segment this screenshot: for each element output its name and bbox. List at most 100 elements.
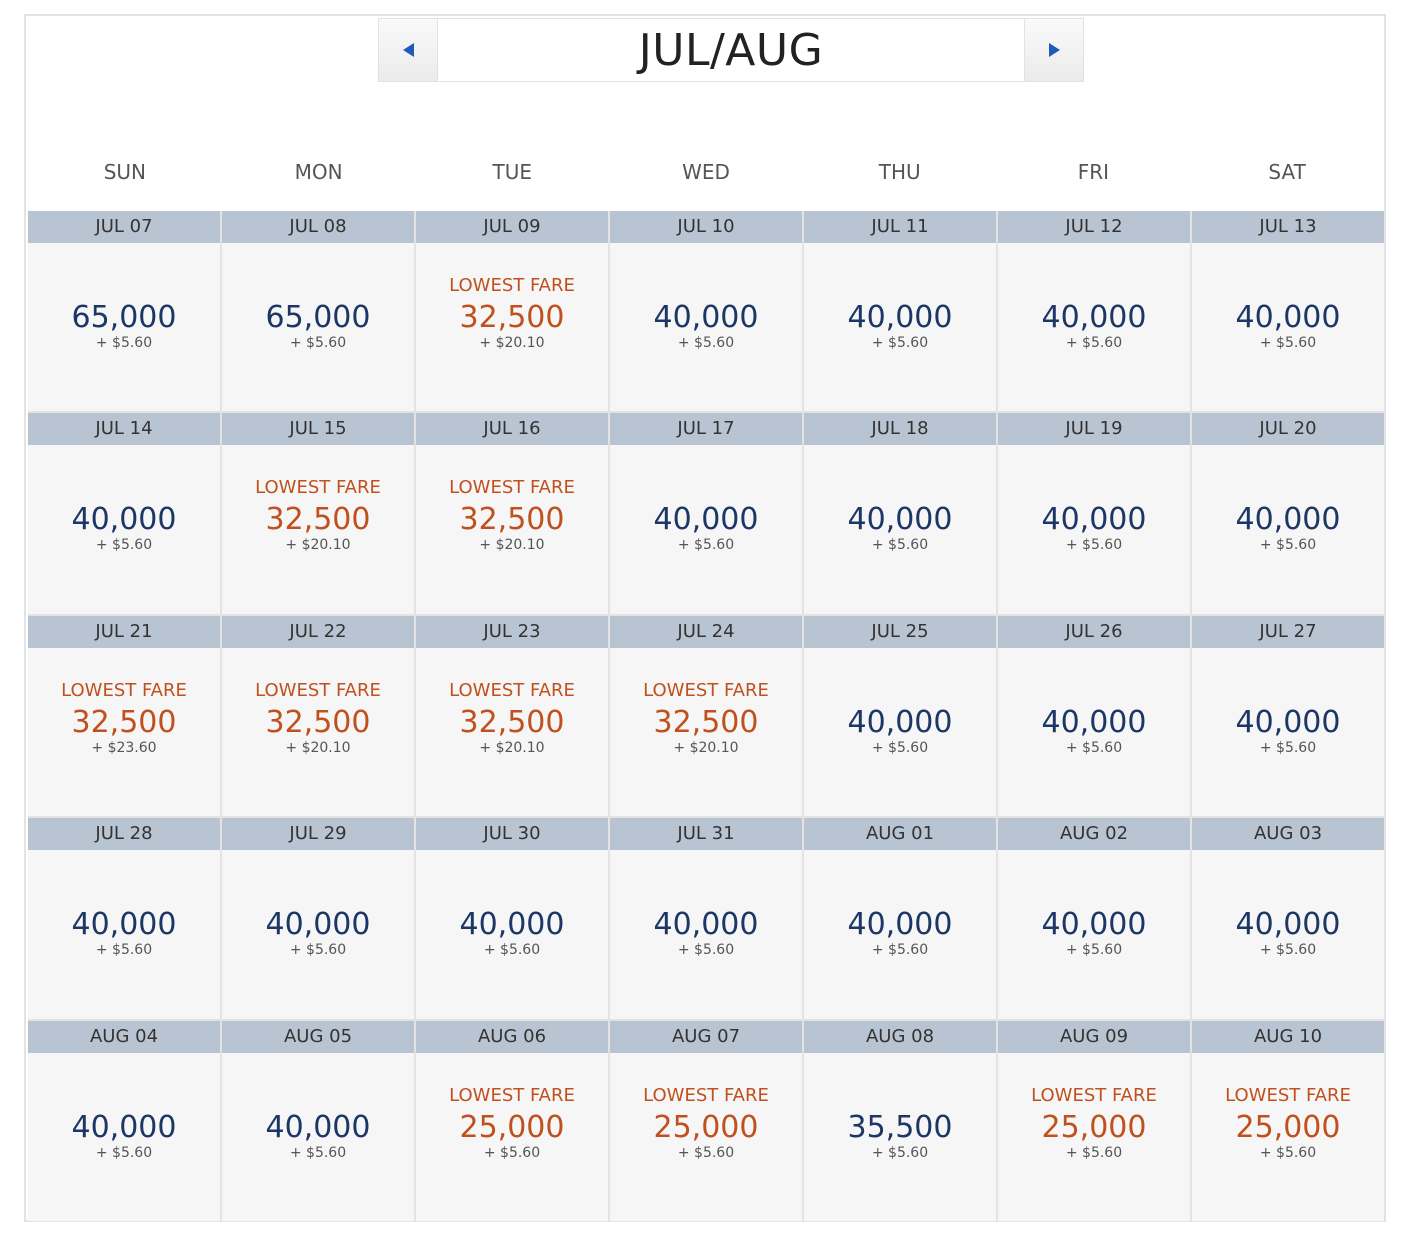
weekday-header: SUN MON TUE WED THU FRI SAT: [28, 156, 1384, 188]
fare-miles: 40,000: [1235, 704, 1341, 740]
day-fare: 65,000 + $5.60: [222, 243, 414, 411]
fare-miles: 25,000: [1041, 1109, 1147, 1145]
day-date: JUL 07: [28, 211, 220, 243]
fare-fee: + $5.60: [95, 537, 153, 554]
day-fare: 40,000 + $5.60: [804, 243, 996, 411]
day-cell[interactable]: AUG 04 40,000 + $5.60: [28, 1020, 220, 1221]
day-date: JUL 12: [998, 211, 1190, 243]
next-month-button[interactable]: [1024, 19, 1083, 81]
day-cell[interactable]: JUL 29 40,000 + $5.60: [222, 818, 414, 1019]
calendar-grid: JUL 07 65,000 + $5.60 JUL 08 65,000 + $5.60 JU…: [28, 211, 1384, 1221]
month-navigator: JUL/AUG: [378, 18, 1084, 82]
day-fare: 40,000 + $5.60: [998, 850, 1190, 1018]
day-fare: 40,000 + $5.60: [416, 850, 608, 1018]
fare-miles: 32,500: [71, 704, 177, 740]
day-cell[interactable]: JUL 07 65,000 + $5.60: [28, 211, 220, 412]
fare-calendar: JUL/AUG SUN MON TUE WED THU FRI SAT JUL …: [24, 14, 1386, 1222]
day-cell[interactable]: JUL 14 40,000 + $5.60: [28, 413, 220, 614]
fare-miles: 40,000: [1235, 907, 1341, 943]
day-cell[interactable]: JUL 27 40,000 + $5.60: [1192, 615, 1384, 817]
fare-fee: + $5.60: [1065, 1144, 1123, 1161]
day-fare: 40,000 + $5.60: [998, 445, 1190, 613]
day-date: JUL 11: [804, 211, 996, 243]
fare-fee: + $5.60: [1065, 739, 1123, 756]
day-fare: LOWEST FARE 32,500 + $20.10: [222, 648, 414, 816]
day-cell[interactable]: AUG 02 40,000 + $5.60: [998, 818, 1190, 1019]
day-cell[interactable]: JUL 22 LOWEST FARE 32,500 + $20.10: [222, 615, 414, 817]
day-cell[interactable]: JUL 24 LOWEST FARE 32,500 + $20.10: [610, 615, 802, 817]
day-cell[interactable]: JUL 30 40,000 + $5.60: [416, 818, 608, 1019]
fare-fee: + $5.60: [289, 1144, 347, 1161]
day-date: JUL 20: [1192, 413, 1384, 446]
weekday-sat: SAT: [1268, 160, 1306, 184]
fare-fee: + $5.60: [1065, 537, 1123, 554]
day-cell[interactable]: AUG 01 40,000 + $5.60: [804, 818, 996, 1019]
fare-fee: + $5.60: [871, 942, 929, 959]
fare-fee: + $5.60: [871, 1144, 929, 1161]
day-cell[interactable]: AUG 07 LOWEST FARE 25,000 + $5.60: [610, 1020, 802, 1221]
day-cell[interactable]: JUL 16 LOWEST FARE 32,500 + $20.10: [416, 413, 608, 614]
lowest-fare-badge: LOWEST FARE: [643, 679, 769, 701]
day-fare: LOWEST FARE 32,500 + $20.10: [416, 648, 608, 816]
day-date: AUG 09: [998, 1020, 1190, 1053]
fare-miles: 40,000: [71, 502, 177, 538]
fare-fee: + $5.60: [1259, 942, 1317, 959]
day-cell[interactable]: JUL 08 65,000 + $5.60: [222, 211, 414, 412]
day-cell[interactable]: JUL 25 40,000 + $5.60: [804, 615, 996, 817]
fare-fee: + $5.60: [1259, 1144, 1317, 1161]
day-cell[interactable]: JUL 28 40,000 + $5.60: [28, 818, 220, 1019]
day-cell[interactable]: JUL 26 40,000 + $5.60: [998, 615, 1190, 817]
fare-miles: 40,000: [265, 1109, 371, 1145]
day-cell[interactable]: AUG 06 LOWEST FARE 25,000 + $5.60: [416, 1020, 608, 1221]
day-cell[interactable]: JUL 09 LOWEST FARE 32,500 + $20.10: [416, 211, 608, 412]
day-cell[interactable]: JUL 31 40,000 + $5.60: [610, 818, 802, 1019]
day-cell[interactable]: JUL 13 40,000 + $5.60: [1192, 211, 1384, 412]
fare-fee: + $5.60: [95, 1144, 153, 1161]
day-cell[interactable]: JUL 20 40,000 + $5.60: [1192, 413, 1384, 614]
day-cell[interactable]: AUG 08 35,500 + $5.60: [804, 1020, 996, 1221]
day-fare: 40,000 + $5.60: [28, 850, 220, 1018]
previous-month-button[interactable]: [379, 19, 438, 81]
fare-miles: 40,000: [653, 300, 759, 335]
fare-miles: 40,000: [847, 502, 953, 538]
fare-miles: 40,000: [653, 502, 759, 538]
day-cell[interactable]: AUG 03 40,000 + $5.60: [1192, 818, 1384, 1019]
fare-fee: + $5.60: [1259, 335, 1317, 351]
fare-fee: + $5.60: [871, 739, 929, 756]
day-date: AUG 08: [804, 1020, 996, 1053]
weekday-wed: WED: [682, 160, 730, 184]
day-fare: 40,000 + $5.60: [1192, 445, 1384, 613]
day-cell[interactable]: JUL 15 LOWEST FARE 32,500 + $20.10: [222, 413, 414, 614]
day-cell[interactable]: AUG 05 40,000 + $5.60: [222, 1020, 414, 1221]
day-cell[interactable]: AUG 10 LOWEST FARE 25,000 + $5.60: [1192, 1020, 1384, 1221]
fare-miles: 40,000: [1041, 502, 1147, 538]
day-cell[interactable]: JUL 17 40,000 + $5.60: [610, 413, 802, 614]
day-cell[interactable]: JUL 11 40,000 + $5.60: [804, 211, 996, 412]
fare-miles: 40,000: [847, 300, 953, 335]
fare-miles: 65,000: [265, 300, 371, 335]
day-date: AUG 10: [1192, 1020, 1384, 1053]
day-date: JUL 09: [416, 211, 608, 243]
day-date: JUL 21: [28, 615, 220, 648]
lowest-fare-badge: LOWEST FARE: [643, 1084, 769, 1106]
day-cell[interactable]: JUL 23 LOWEST FARE 32,500 + $20.10: [416, 615, 608, 817]
fare-fee: + $20.10: [673, 739, 739, 756]
day-fare: LOWEST FARE 32,500 + $20.10: [610, 648, 802, 816]
day-fare: 65,000 + $5.60: [28, 243, 220, 411]
fare-fee: + $5.60: [677, 942, 735, 959]
day-cell[interactable]: JUL 21 LOWEST FARE 32,500 + $23.60: [28, 615, 220, 817]
day-cell[interactable]: AUG 09 LOWEST FARE 25,000 + $5.60: [998, 1020, 1190, 1221]
day-cell[interactable]: JUL 10 40,000 + $5.60: [610, 211, 802, 412]
weekday-fri: FRI: [1077, 160, 1110, 184]
fare-miles: 40,000: [1235, 300, 1341, 335]
fare-fee: + $5.60: [1065, 942, 1123, 959]
day-cell[interactable]: JUL 12 40,000 + $5.60: [998, 211, 1190, 412]
fare-fee: + $20.10: [285, 537, 351, 554]
day-date: AUG 05: [222, 1020, 414, 1053]
day-date: JUL 08: [222, 211, 414, 243]
day-fare: 40,000 + $5.60: [222, 850, 414, 1018]
day-cell[interactable]: JUL 18 40,000 + $5.60: [804, 413, 996, 614]
fare-fee: + $5.60: [677, 335, 735, 351]
fare-fee: + $5.60: [677, 1144, 735, 1161]
day-cell[interactable]: JUL 19 40,000 + $5.60: [998, 413, 1190, 614]
